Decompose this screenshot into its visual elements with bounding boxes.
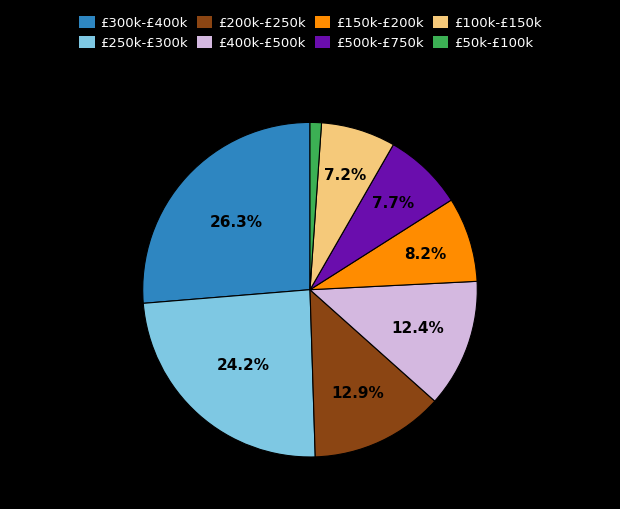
Text: 7.7%: 7.7% xyxy=(372,196,414,211)
Text: 8.2%: 8.2% xyxy=(404,246,446,261)
Legend: £300k-£400k, £250k-£300k, £200k-£250k, £400k-£500k, £150k-£200k, £500k-£750k, £1: £300k-£400k, £250k-£300k, £200k-£250k, £… xyxy=(73,12,547,55)
Wedge shape xyxy=(310,123,322,290)
Wedge shape xyxy=(310,282,477,401)
Wedge shape xyxy=(143,290,315,457)
Wedge shape xyxy=(310,146,451,290)
Wedge shape xyxy=(310,201,477,290)
Wedge shape xyxy=(310,290,435,457)
Text: 12.9%: 12.9% xyxy=(332,385,384,401)
Wedge shape xyxy=(310,124,393,290)
Text: 7.2%: 7.2% xyxy=(324,167,366,183)
Text: 24.2%: 24.2% xyxy=(216,357,270,373)
Wedge shape xyxy=(143,123,310,304)
Text: 12.4%: 12.4% xyxy=(391,321,444,335)
Text: 26.3%: 26.3% xyxy=(210,215,263,230)
